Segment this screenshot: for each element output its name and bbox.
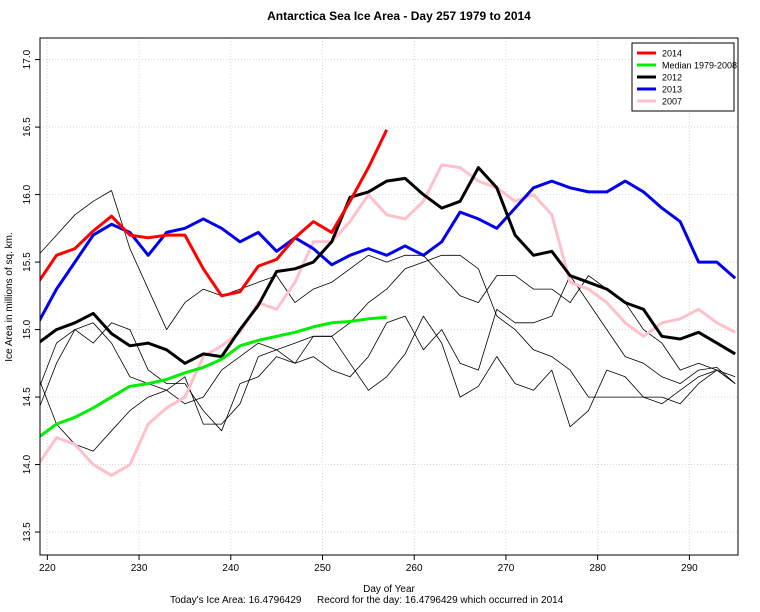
legend-label: 2014 xyxy=(662,49,682,59)
y-tick-label: 15.0 xyxy=(22,319,33,339)
y-axis-label: Ice Area in millions of sq. km. xyxy=(4,232,15,362)
x-tick-label: 250 xyxy=(314,563,331,574)
legend-label: 2013 xyxy=(662,85,682,95)
plot-frame xyxy=(39,37,739,556)
y-tick-label: 17.0 xyxy=(22,49,33,69)
series-line xyxy=(40,179,737,323)
x-tick-label: 230 xyxy=(131,563,148,574)
y-tick-label: 16.0 xyxy=(22,184,33,204)
legend-label: 2012 xyxy=(662,73,682,83)
x-tick-label: 240 xyxy=(222,563,239,574)
series-line xyxy=(40,190,736,384)
series-line xyxy=(40,163,736,477)
legend-label: 2007 xyxy=(662,97,682,107)
series-line xyxy=(40,275,736,405)
y-tick-label: 14.5 xyxy=(22,387,33,407)
y-tick-label: 13.5 xyxy=(22,522,33,542)
series-line xyxy=(40,315,387,439)
series-line xyxy=(40,254,736,452)
x-tick-label: 220 xyxy=(39,563,56,574)
series-line xyxy=(40,129,389,298)
y-tick-label: 16.5 xyxy=(22,117,33,137)
x-axis-label: Day of Year xyxy=(363,584,415,595)
y-tick-label: 14.0 xyxy=(22,454,33,474)
series-line xyxy=(40,166,736,365)
x-tick-label: 260 xyxy=(406,563,423,574)
chart-title: Antarctica Sea Ice Area - Day 257 1979 t… xyxy=(267,9,531,23)
x-tick-label: 290 xyxy=(681,563,698,574)
caption: Today's Ice Area: 16.4796429 xyxy=(170,595,302,606)
caption: Record for the day: 16.4796429 which occ… xyxy=(317,595,564,606)
y-tick-label: 15.5 xyxy=(22,252,33,272)
series-line xyxy=(40,315,736,432)
x-tick-label: 270 xyxy=(498,563,515,574)
legend-label: Median 1979-2008 xyxy=(662,61,737,71)
x-tick-label: 280 xyxy=(589,563,606,574)
